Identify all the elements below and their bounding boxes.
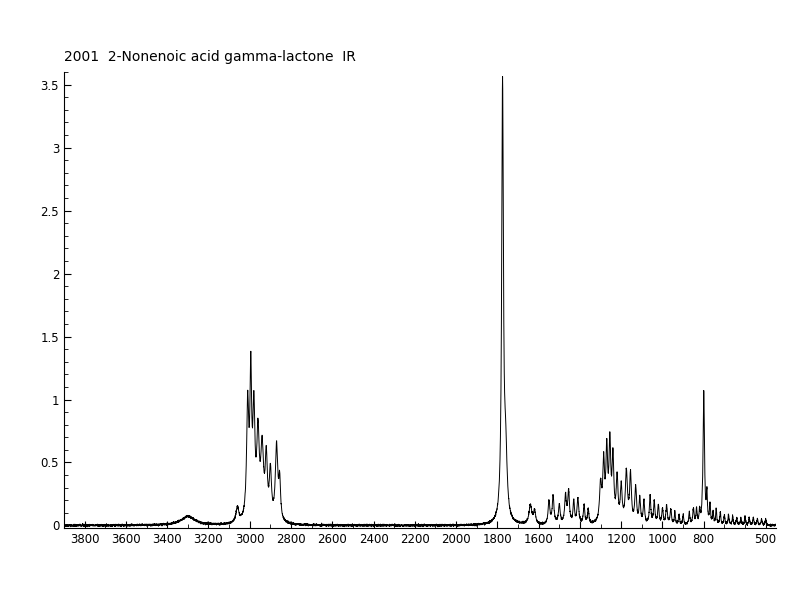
Text: 2001  2-Nonenoic acid gamma-lactone  IR: 2001 2-Nonenoic acid gamma-lactone IR: [64, 50, 356, 64]
